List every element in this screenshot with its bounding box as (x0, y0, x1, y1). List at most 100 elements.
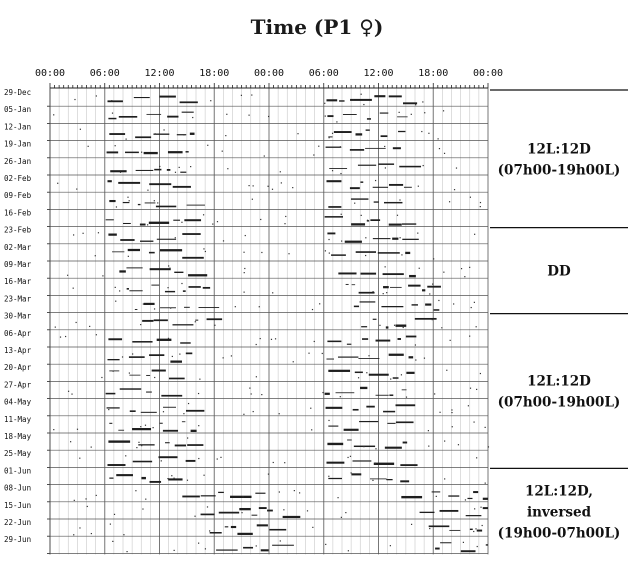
activity-bar (128, 356, 145, 358)
condition-label: (07h00-19h00L) (498, 162, 621, 178)
activity-dot (194, 515, 196, 517)
activity-dot (451, 426, 453, 428)
activity-bar (358, 358, 380, 359)
activity-dot (469, 196, 471, 198)
activity-bar (349, 187, 360, 190)
activity-bar (439, 509, 459, 512)
activity-bar (384, 446, 402, 449)
activity-dot (241, 512, 243, 514)
activity-bar (180, 342, 191, 344)
activity-dot (418, 267, 420, 269)
activity-dot (360, 93, 362, 95)
x-tick-label: 18:00 (418, 68, 448, 79)
activity-bar (107, 358, 120, 361)
activity-dot (198, 425, 200, 427)
activity-bar (119, 388, 142, 390)
activity-dot (73, 534, 75, 536)
activity-dot (476, 388, 478, 391)
activity-dot (132, 353, 134, 355)
activity-dot (352, 99, 354, 101)
activity-bar (328, 136, 333, 138)
activity-bar (329, 168, 348, 169)
activity-bar (359, 301, 376, 303)
activity-dot (159, 165, 161, 168)
activity-dot (72, 287, 74, 289)
row-date-label: 27-Apr (4, 380, 32, 389)
activity-dot (328, 475, 330, 477)
activity-bar (358, 291, 375, 294)
activity-bar (142, 319, 154, 322)
activity-bar (449, 529, 461, 531)
activity-dot (306, 510, 309, 512)
activity-bar (137, 203, 141, 206)
activity-bar (392, 147, 401, 150)
activity-bar (325, 406, 343, 409)
activity-bar (324, 392, 330, 395)
activity-dot (227, 168, 229, 170)
activity-bar (133, 97, 150, 99)
activity-dot (443, 152, 446, 154)
row-date-label: 16-Mar (4, 277, 32, 286)
activity-bar (368, 373, 389, 376)
activity-bar (388, 223, 402, 226)
activity-bar (181, 421, 186, 423)
activity-dot (340, 213, 342, 215)
activity-bar (379, 112, 389, 114)
activity-bar (347, 439, 352, 441)
activity-bar (144, 202, 156, 204)
activity-dot (429, 527, 431, 530)
row-date-label: 15-Jun (4, 501, 31, 510)
activity-bar (118, 115, 138, 118)
activity-dot (331, 132, 334, 134)
activity-dot (207, 144, 209, 146)
activity-dot (405, 396, 408, 398)
activity-dot (111, 100, 113, 102)
activity-bar (351, 473, 362, 476)
activity-bar (372, 186, 389, 188)
condition-label: 12L:12D, (525, 483, 593, 499)
activity-bar (343, 428, 359, 431)
row-date-label: 19-Jan (4, 140, 31, 149)
activity-bar (189, 132, 195, 135)
activity-dot (469, 387, 472, 389)
activity-bar (351, 284, 356, 286)
activity-bar (129, 374, 141, 376)
activity-bar (448, 495, 460, 497)
activity-dot (190, 166, 192, 168)
activity-bar (366, 405, 375, 408)
activity-dot (212, 223, 214, 225)
row-date-label: 29-Dec (4, 88, 31, 97)
activity-bar (127, 248, 141, 252)
activity-bar (179, 101, 198, 104)
activity-dot (453, 303, 455, 305)
row-date-label: 02-Feb (4, 174, 32, 183)
activity-bar (383, 410, 396, 413)
activity-dot (178, 166, 180, 169)
activity-dot (64, 335, 67, 338)
activity-bar (327, 442, 344, 446)
activity-dot (249, 387, 251, 389)
activity-dot (363, 446, 365, 448)
activity-bar (156, 338, 172, 341)
activity-bar (151, 369, 166, 372)
row-date-label: 11-May (4, 415, 32, 424)
activity-dot (475, 326, 477, 328)
activity-dot (79, 457, 81, 459)
activity-bar (107, 464, 126, 466)
activity-dot (340, 172, 342, 175)
activity-bar (168, 478, 183, 481)
activity-dot (251, 198, 253, 200)
activity-dot (216, 458, 218, 460)
condition-label: (07h00-19h00L) (498, 395, 621, 411)
activity-bar (182, 495, 200, 498)
activity-dot (453, 189, 456, 191)
activity-dot (173, 477, 175, 479)
activity-dot (390, 378, 392, 380)
activity-bar (395, 324, 407, 327)
activity-dot (357, 377, 360, 379)
activity-dot (183, 134, 185, 136)
activity-bar (433, 309, 440, 311)
condition-panel: 12L:12D (07h00-19h00L) DD 12L:12D (07h00-19h… (490, 89, 628, 541)
activity-dot (272, 292, 274, 294)
activity-dot (328, 238, 330, 241)
